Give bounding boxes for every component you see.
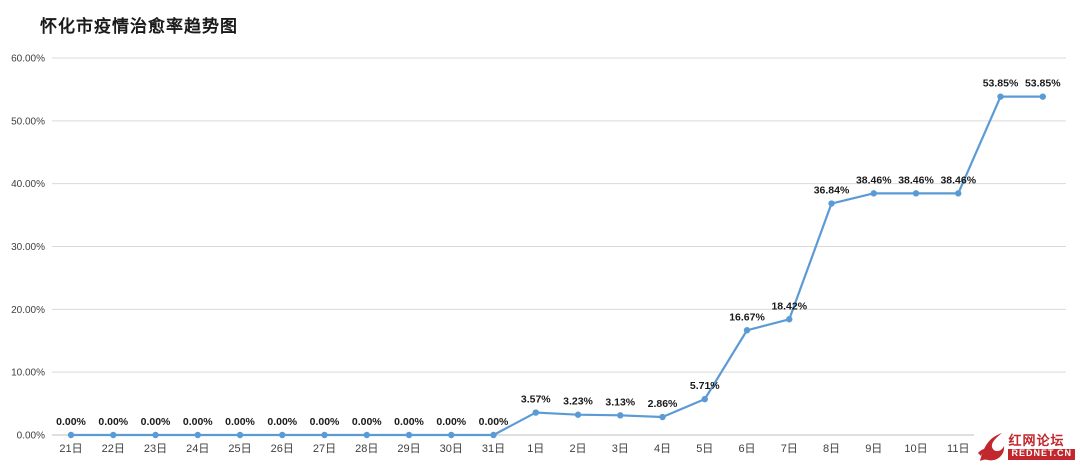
data-point (1039, 93, 1046, 100)
data-point (743, 327, 751, 334)
x-axis-tick-label: 25日 (228, 443, 251, 455)
rednet-logo-icon (976, 431, 1006, 463)
x-axis-tick-label: 27日 (313, 443, 336, 455)
x-axis-tick-label: 28日 (355, 443, 378, 455)
data-point (67, 431, 75, 439)
data-point (659, 413, 666, 421)
data-point (110, 431, 117, 439)
x-axis-tick-label: 6日 (738, 443, 755, 455)
y-axis-tick-label: 40.00% (11, 179, 45, 190)
y-axis-tick-label: 10.00% (11, 368, 45, 379)
x-axis-tick-label: 1日 (527, 443, 544, 455)
data-point-label: 18.42% (771, 300, 807, 312)
data-point (532, 409, 539, 416)
x-axis-tick-label: 29日 (397, 443, 420, 455)
data-point (405, 431, 413, 439)
data-point (870, 190, 877, 197)
data-point-label: 0.00% (267, 416, 297, 428)
data-point-label: 2.86% (648, 398, 678, 410)
x-axis-tick-label: 21日 (59, 443, 82, 455)
x-axis-tick-label: 8日 (823, 443, 840, 455)
data-point-label: 38.46% (898, 174, 934, 186)
y-axis-tick-label: 20.00% (11, 305, 45, 316)
data-point-label: 3.13% (605, 396, 635, 408)
x-axis-tick-label: 7日 (781, 443, 798, 455)
data-point-label: 38.46% (856, 174, 892, 186)
watermark-site-name: 红网论坛 (1008, 433, 1065, 449)
watermark-text: 红网论坛 REDNET.CN (1008, 433, 1075, 460)
y-axis-tick-label: 0.00% (17, 431, 45, 442)
x-axis-tick-label: 11日 (947, 443, 969, 455)
x-axis-tick-label: 23日 (144, 443, 167, 455)
data-point-label: 3.23% (563, 396, 593, 408)
data-point-label: 0.00% (141, 416, 171, 428)
x-axis-tick-label: 4日 (654, 443, 671, 455)
data-point (490, 431, 497, 439)
data-point (574, 411, 582, 418)
data-point (828, 200, 835, 207)
x-axis-tick-label: 9日 (865, 443, 882, 455)
data-point-label: 0.00% (479, 416, 509, 428)
chart-title: 怀化市疫情治愈率趋势图 (40, 17, 238, 36)
x-axis-tick-label: 24日 (186, 443, 209, 455)
data-point (194, 431, 201, 439)
y-axis-tick-label: 30.00% (11, 242, 45, 253)
data-point-label: 0.00% (225, 416, 255, 428)
x-axis-tick-label: 10日 (904, 443, 927, 455)
data-point-label: 0.00% (352, 416, 382, 428)
data-point-label: 0.00% (394, 416, 424, 428)
data-point-label: 38.46% (940, 174, 976, 186)
data-point-label: 0.00% (436, 416, 466, 428)
x-axis-tick-label: 31日 (482, 443, 505, 455)
data-point-label: 0.00% (183, 416, 213, 428)
data-point-label: 53.85% (1025, 78, 1061, 90)
data-point-label: 3.57% (521, 394, 551, 406)
watermark-domain: REDNET.CN (1008, 448, 1075, 460)
data-point-label: 5.71% (690, 380, 720, 392)
x-axis-tick-label: 30日 (440, 443, 463, 455)
data-point (912, 190, 920, 197)
data-point (701, 395, 708, 403)
data-point-label: 36.84% (814, 185, 850, 197)
data-point-label: 0.00% (56, 416, 86, 428)
data-point (786, 316, 793, 323)
data-point (236, 431, 244, 439)
rednet-watermark: 红网论坛 REDNET.CN (974, 430, 1077, 464)
trend-line (69, 95, 1044, 437)
x-axis-tick-label: 2日 (569, 443, 586, 455)
data-point (617, 412, 624, 419)
data-point (279, 431, 286, 439)
x-axis-tick-label: 5日 (696, 443, 713, 455)
data-point (997, 93, 1004, 100)
data-point (152, 431, 159, 439)
x-axis-tick-label: 26日 (271, 443, 294, 455)
data-point-label: 16.67% (729, 311, 765, 323)
data-point (955, 190, 962, 197)
data-point-label: 0.00% (310, 416, 340, 428)
y-axis-tick-label: 50.00% (11, 116, 45, 127)
data-point-label: 53.85% (983, 78, 1019, 90)
data-point-label: 0.00% (98, 416, 128, 428)
data-point (363, 431, 370, 439)
x-axis-tick-label: 3日 (612, 443, 629, 455)
data-point (321, 431, 328, 439)
data-point (448, 431, 455, 439)
x-axis-tick-label: 22日 (102, 443, 125, 455)
y-axis-tick-label: 60.00% (11, 54, 45, 65)
